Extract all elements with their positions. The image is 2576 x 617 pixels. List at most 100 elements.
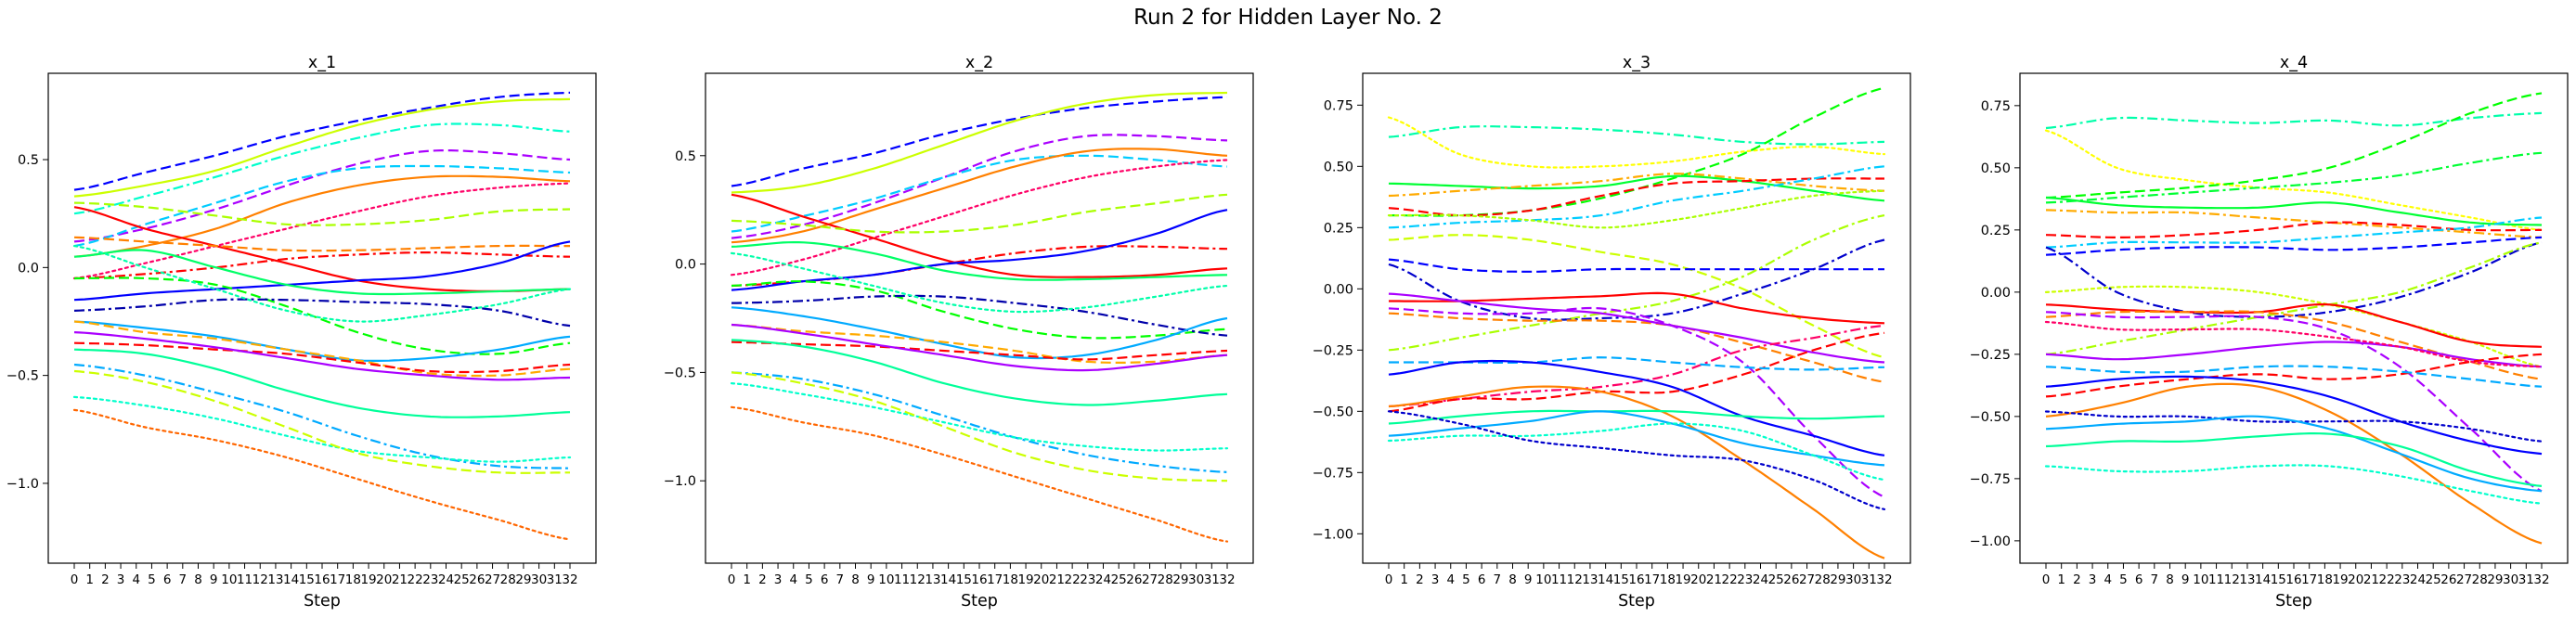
series-line-11: [731, 280, 1228, 340]
series-line-11: [73, 240, 571, 302]
series-line-13: [2045, 310, 2543, 380]
x-tick-label: 28: [1158, 572, 1173, 587]
x-tick-label: 0: [1385, 572, 1393, 587]
x-tick-label: 32: [2533, 572, 2549, 587]
series-line-19: [73, 331, 571, 381]
x-tick-label: 15: [2271, 572, 2286, 587]
series-line-6: [72, 182, 572, 280]
x-tick-label: 23: [1737, 572, 1753, 587]
x-tick-label: 6: [163, 572, 172, 587]
x-tick-label: 3: [1431, 572, 1440, 587]
y-tick-label: −1.00: [1313, 527, 1353, 542]
x-tick-label: 10: [221, 572, 237, 587]
series-line-0: [73, 91, 571, 191]
x-tick-label: 17: [2301, 572, 2317, 587]
x-tick-label: 9: [2181, 572, 2190, 587]
x-tick-label: 29: [1172, 572, 1188, 587]
series-line-19: [2045, 375, 2543, 456]
x-tick-label: 30: [2503, 572, 2518, 587]
y-tick-label: 0.0: [675, 258, 696, 273]
x-tick-label: 14: [1598, 572, 1613, 587]
series-line-4: [731, 148, 1228, 244]
x-tick-label: 31: [2518, 572, 2534, 587]
x-tick-label: 24: [1753, 572, 1768, 587]
series-line-13: [1388, 312, 1885, 383]
x-tick-label: 10: [878, 572, 894, 587]
series-line-5: [1388, 177, 1884, 217]
x-tick-label: 2: [1416, 572, 1424, 587]
subplot-title: x_4: [2280, 54, 2308, 72]
x-tick-label: 2: [2073, 572, 2081, 587]
series-line-14: [2045, 311, 2543, 493]
x-tick-label: 32: [1219, 572, 1235, 587]
y-tick-label: 0.75: [1981, 99, 2011, 114]
x-tick-label: 13: [267, 572, 283, 587]
series-line-7: [73, 201, 571, 226]
series-line-22: [72, 395, 572, 463]
x-tick-label: 19: [1017, 572, 1033, 587]
series-line-18: [2045, 365, 2543, 388]
series-group: [730, 91, 1229, 543]
series-line-2: [73, 122, 571, 215]
series-line-15: [731, 323, 1228, 364]
x-tick-label: 24: [1095, 572, 1111, 587]
y-tick-label: 0.25: [1324, 221, 1353, 236]
series-line-0: [2045, 111, 2543, 130]
series-line-12: [1389, 291, 1885, 325]
x-tick-label: 15: [1613, 572, 1629, 587]
x-tick-label: 29: [1830, 572, 1845, 587]
series-line-9: [73, 251, 571, 280]
series-line-19: [731, 371, 1228, 473]
x-tick-label: 5: [148, 572, 156, 587]
series-line-21: [1388, 409, 1885, 425]
x-tick-label: 22: [1065, 572, 1081, 587]
x-tick-label: 6: [821, 572, 829, 587]
x-tick-label: 11: [2208, 572, 2224, 587]
x-tick-label: 5: [805, 572, 813, 587]
series-line-24: [2044, 464, 2544, 505]
x-tick-label: 28: [1815, 572, 1831, 587]
series-line-20: [730, 382, 1229, 452]
series-line-18: [731, 339, 1228, 406]
series-line-22: [2045, 415, 2543, 493]
x-tick-label: 5: [1462, 572, 1470, 587]
plot-area: [705, 73, 1253, 563]
series-line-2: [2045, 92, 2543, 199]
x-tick-label: 14: [2255, 572, 2271, 587]
y-tick-label: 0.00: [1324, 282, 1353, 297]
x-tick-label: 14: [940, 572, 956, 587]
series-line-24: [72, 408, 572, 541]
x-tick-label: 15: [299, 572, 315, 587]
x-tick-label: 32: [562, 572, 577, 587]
x-tick-label: 32: [1876, 572, 1892, 587]
x-tick-label: 26: [469, 572, 485, 587]
x-tick-label: 11: [237, 572, 252, 587]
series-line-17: [2045, 353, 2543, 398]
series-line-17: [73, 320, 571, 378]
x-tick-label: 20: [376, 572, 392, 587]
x-axis-label: Step: [1618, 592, 1655, 611]
x-axis-label: Step: [2275, 592, 2312, 611]
series-group: [72, 91, 572, 541]
series-line-4: [2045, 196, 2543, 226]
x-tick-label: 18: [1003, 572, 1018, 587]
series-line-1: [731, 91, 1228, 194]
x-tick-label: 7: [2151, 572, 2159, 587]
x-axis-label: Step: [961, 592, 998, 611]
series-line-9: [731, 209, 1228, 291]
x-tick-label: 27: [1799, 572, 1815, 587]
x-tick-label: 25: [1768, 572, 1784, 587]
y-tick-label: 0.50: [1981, 161, 2011, 176]
subplot-title: x_2: [965, 54, 993, 72]
series-line-5: [730, 159, 1229, 276]
series-line-16: [73, 320, 571, 362]
x-tick-label: 27: [485, 572, 500, 587]
x-tick-label: 12: [1567, 572, 1583, 587]
x-tick-label: 29: [515, 572, 531, 587]
y-tick-label: −0.50: [1970, 410, 2011, 425]
x-tick-label: 3: [117, 572, 125, 587]
x-tick-label: 21: [392, 572, 408, 587]
series-line-16: [2044, 320, 2544, 368]
series-line-12: [2045, 302, 2543, 348]
x-tick-label: 31: [1861, 572, 1877, 587]
